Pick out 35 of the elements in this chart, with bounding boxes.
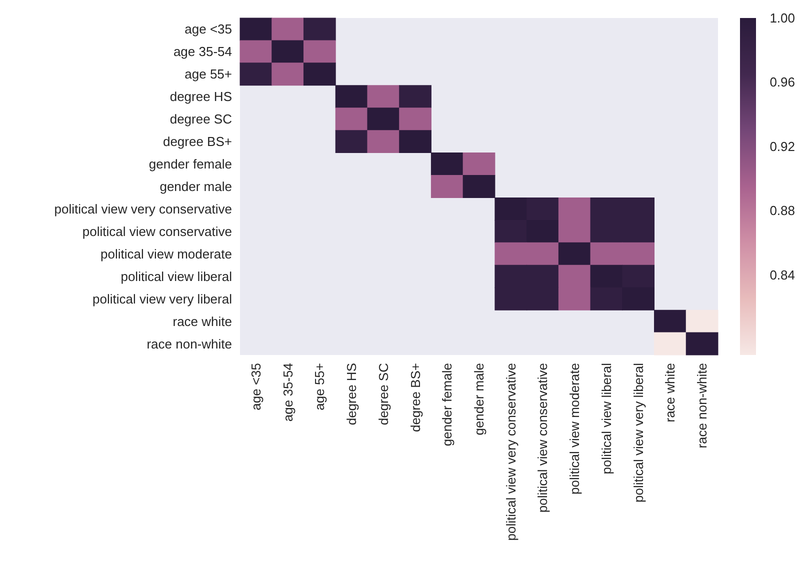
x-tick-label: degree BS+ xyxy=(408,363,423,432)
color-bar-label: 0.84 xyxy=(770,267,796,282)
x-tick-label: age 35-54 xyxy=(280,363,296,422)
y-tick-label: gender male xyxy=(160,179,232,194)
color-bar-label: 1.00 xyxy=(770,10,796,26)
y-tick-label: age 55+ xyxy=(184,66,232,82)
y-tick-label: age 35-54 xyxy=(173,44,232,60)
y-tick-label: political view conservative xyxy=(82,224,232,239)
x-tick-label: gender male xyxy=(472,363,486,436)
y-tick-label: race white xyxy=(172,314,232,329)
x-tick-label: political view moderate xyxy=(567,363,582,495)
x-tick-label: gender female xyxy=(440,363,455,446)
y-tick-label: race non-white xyxy=(146,336,232,352)
y-tick-label: political view liberal xyxy=(120,268,232,284)
x-tick-label: political view very conservative xyxy=(503,363,518,541)
y-tick-label: gender female xyxy=(148,156,232,172)
x-tick-label: political view conservative xyxy=(535,363,550,513)
x-tick-label: political view liberal xyxy=(598,362,614,474)
x-tick-label: race non-white xyxy=(694,363,710,448)
y-tick-label: political view very conservative xyxy=(54,201,232,216)
x-tick-label: age <35 xyxy=(248,363,264,410)
y-tick-label: age <35 xyxy=(184,22,232,37)
y-tick-label: degree SC xyxy=(170,112,232,127)
y-tick-label: degree BS+ xyxy=(162,134,232,150)
y-tick-label: political view moderate xyxy=(100,246,232,262)
x-tick-label: race white xyxy=(662,363,678,422)
y-tick-label: degree HS xyxy=(170,89,232,104)
color-bar-label: 0.92 xyxy=(770,138,796,154)
x-tick-label: political view very liberal xyxy=(630,362,646,502)
y-tick-label: political view very liberal xyxy=(92,291,232,306)
x-tick-label: degree HS xyxy=(344,362,360,426)
color-bar-label: 0.88 xyxy=(770,203,796,218)
x-tick-label: age 55+ xyxy=(312,363,328,410)
x-tick-label: degree SC xyxy=(376,363,391,426)
color-bar-label: 0.96 xyxy=(770,74,796,90)
